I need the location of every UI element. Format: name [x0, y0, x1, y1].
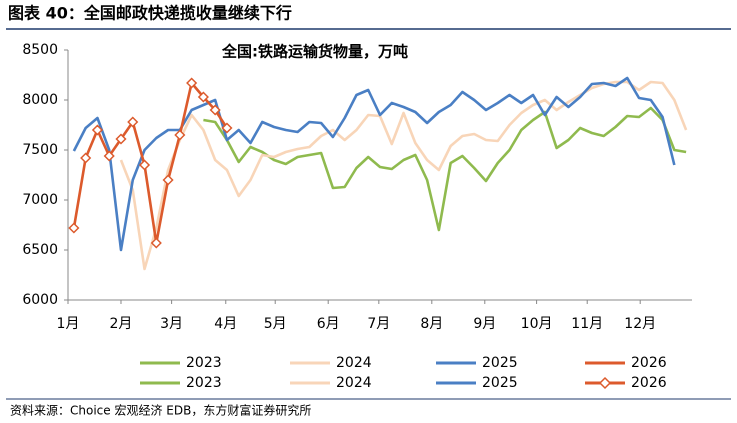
y-tick-label: 6000 — [22, 292, 58, 308]
series-line — [203, 106, 687, 232]
series-line — [72, 81, 229, 245]
point-marker — [174, 129, 186, 141]
legend-marker — [598, 376, 612, 390]
point-marker — [91, 124, 103, 136]
point-marker — [138, 159, 151, 171]
point-marker — [68, 222, 80, 234]
point-marker — [115, 133, 127, 145]
y-tick-label: 7500 — [22, 142, 58, 158]
page-title: 图表 40：全国邮政快递揽收量继续下行 — [8, 4, 292, 23]
point-marker — [197, 91, 209, 103]
x-tick-label: 3月 — [160, 316, 183, 332]
y-tick-label: 8500 — [22, 42, 58, 58]
legend-label: 2024 — [336, 375, 372, 391]
x-tick-label: 6月 — [317, 316, 340, 332]
source-note: 资料来源：Choice 宏观经济 EDB，东方财富证券研究所 — [10, 403, 311, 418]
y-tick-label: 8000 — [22, 92, 58, 108]
point-marker — [221, 122, 233, 134]
x-tick-label: 9月 — [473, 316, 496, 332]
point-marker — [127, 116, 139, 128]
y-tick-label: 6500 — [22, 242, 58, 258]
x-tick-label: 8月 — [420, 316, 443, 332]
x-tick-label: 1月 — [57, 316, 80, 332]
legend-label: 2023 — [186, 355, 222, 371]
legend-label: 2025 — [482, 375, 518, 391]
x-tick-label: 5月 — [264, 316, 287, 332]
x-tick-label: 7月 — [367, 316, 390, 332]
y-tick-label: 7000 — [22, 192, 58, 208]
x-tick-label: 2月 — [110, 316, 133, 332]
legend-label: 2026 — [631, 355, 667, 371]
point-marker — [209, 104, 221, 116]
point-marker — [162, 174, 174, 186]
series-line — [119, 80, 688, 271]
chart-title: 全国:铁路运输货物量，万吨 — [221, 43, 408, 61]
legend-label: 2026 — [631, 375, 667, 391]
x-tick-label: 10月 — [521, 316, 553, 332]
point-marker — [103, 150, 115, 162]
legend-label: 2023 — [186, 375, 222, 391]
series-line — [72, 76, 676, 252]
point-marker — [80, 152, 92, 164]
x-tick-label: 12月 — [624, 316, 656, 332]
x-tick-label: 4月 — [214, 316, 237, 332]
point-marker — [150, 237, 162, 249]
point-marker — [186, 77, 198, 89]
legend-label: 2024 — [336, 355, 372, 371]
x-tick-label: 11月 — [571, 316, 603, 332]
legend-label: 2025 — [482, 355, 518, 371]
